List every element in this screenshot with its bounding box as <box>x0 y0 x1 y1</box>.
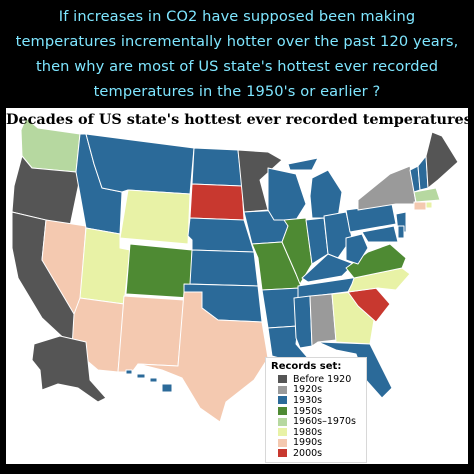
state-massachusetts <box>413 187 441 203</box>
state-delaware <box>397 225 405 239</box>
legend-swatch <box>278 417 287 426</box>
legend-item: 1990s <box>278 437 366 449</box>
legend-label: 1990s <box>293 437 323 449</box>
legend-item: 1920s <box>278 384 366 396</box>
caption-line-3: then why are most of US state's hottest … <box>35 58 439 75</box>
state-maryland <box>361 225 399 243</box>
state-ohio <box>323 211 353 259</box>
state-connecticut <box>413 201 427 211</box>
state-hawaii <box>125 369 173 393</box>
state-new-mexico <box>117 295 185 373</box>
legend-item: 2000s <box>278 448 366 459</box>
state-oregon <box>11 155 81 227</box>
legend-label: 1960s–1970s <box>293 416 357 428</box>
legend-swatch <box>278 449 287 458</box>
legend-swatch <box>278 438 287 447</box>
legend-label: 1920s <box>293 384 323 396</box>
caption-line-4: temperatures in the 1950's or earlier ? <box>93 83 381 100</box>
state-alaska <box>31 335 107 403</box>
state-maine <box>425 131 459 189</box>
state-alabama <box>309 293 337 347</box>
legend-swatch <box>278 375 287 384</box>
legend: Records set: Before 1920 1920s 1930s 195… <box>265 357 367 463</box>
legend-item: Before 1920 <box>278 374 366 385</box>
caption: If increases in CO2 have supposed been m… <box>0 4 474 108</box>
state-north-dakota <box>191 147 243 187</box>
state-kansas <box>189 249 259 287</box>
legend-item: 1930s <box>278 395 366 406</box>
map-title: Decades of US state's hottest ever recor… <box>6 111 472 128</box>
us-map <box>11 117 459 423</box>
state-florida <box>317 341 393 399</box>
state-wyoming <box>119 189 191 245</box>
caption-line-1: If increases in CO2 have supposed been m… <box>58 8 416 25</box>
state-wisconsin <box>267 167 307 221</box>
legend-title: Records set: <box>271 361 342 372</box>
legend-label: 1950s <box>293 405 323 417</box>
legend-label: Before 1920 <box>293 373 352 385</box>
state-south-dakota <box>189 183 245 221</box>
state-nebraska <box>187 217 255 253</box>
legend-swatch <box>278 428 287 437</box>
state-rhode-island <box>425 201 433 209</box>
state-utah <box>79 227 131 305</box>
state-colorado <box>125 243 193 299</box>
state-new-york <box>357 165 417 211</box>
legend-swatch <box>278 396 287 405</box>
caption-line-2: temperatures incrementally hotter over t… <box>15 33 459 50</box>
legend-label: 2000s <box>293 447 323 459</box>
legend-item: 1960s–1970s <box>278 416 366 427</box>
legend-label: 1980s <box>293 426 323 438</box>
state-mississippi <box>293 295 313 349</box>
legend-label: 1930s <box>293 394 323 406</box>
legend-swatch <box>278 407 287 416</box>
legend-item: 1950s <box>278 406 366 417</box>
state-texas <box>137 291 269 423</box>
legend-swatch <box>278 385 287 394</box>
state-virginia <box>345 243 407 279</box>
map-panel: Decades of US state's hottest ever recor… <box>6 108 472 464</box>
state-west-virginia <box>345 233 369 265</box>
state-montana <box>85 133 195 195</box>
state-north-carolina <box>347 267 411 293</box>
legend-item: 1980s <box>278 427 366 438</box>
